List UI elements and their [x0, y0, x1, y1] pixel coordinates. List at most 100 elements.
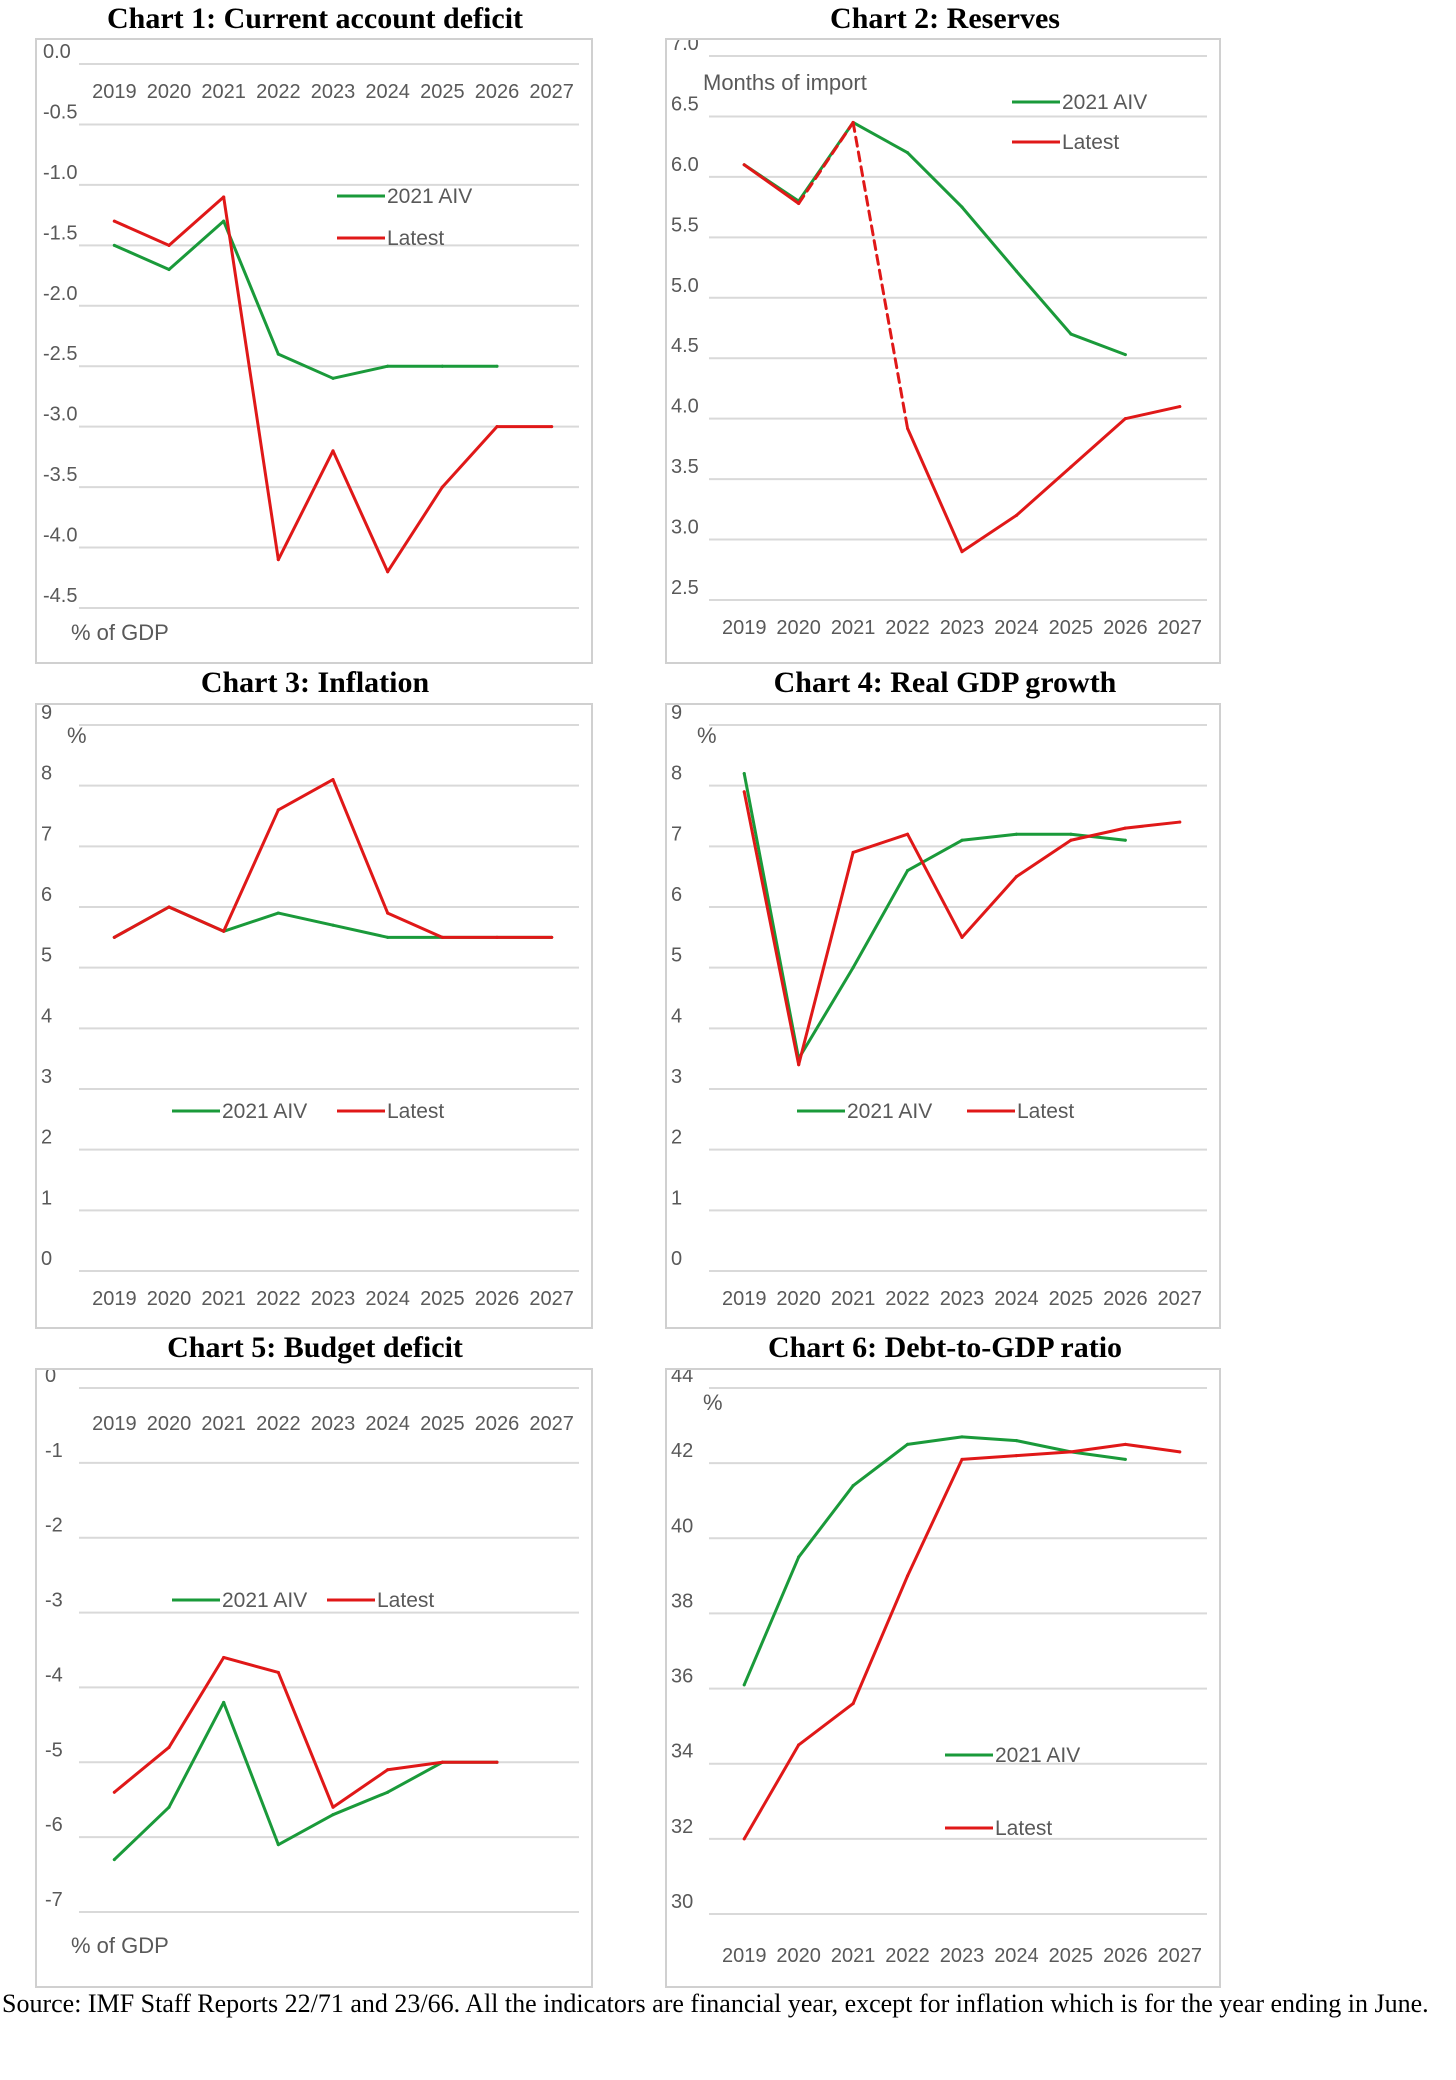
axis-unit-label: % of GDP [71, 620, 169, 645]
series-segment-latest [440, 425, 499, 489]
x-tick-label: 2024 [365, 1413, 410, 1435]
y-tick-label: 7 [41, 823, 52, 845]
data-point [1123, 826, 1127, 830]
x-tick-label: 2020 [776, 1288, 821, 1310]
data-point [440, 1760, 444, 1764]
x-tick-label: 2022 [256, 81, 301, 103]
data-point [742, 1683, 746, 1687]
x-tick-label: 2022 [256, 1288, 301, 1310]
series-segment-2021-aiv [112, 243, 171, 272]
chart-2-title: Chart 2: Reserves [830, 2, 1060, 35]
series-segment-2021-aiv [906, 1435, 964, 1446]
y-tick-label: 5 [41, 945, 52, 967]
y-tick-label: 5 [671, 945, 682, 967]
y-tick-label: 5.5 [671, 214, 699, 236]
y-tick-label: -5 [45, 1739, 63, 1761]
series-segment-2021-aiv [742, 1555, 801, 1687]
data-point [331, 449, 335, 453]
data-point [167, 905, 171, 909]
data-point [386, 911, 390, 915]
x-tick-label: 2024 [994, 1945, 1039, 1967]
legend-label: Latest [1062, 131, 1119, 154]
x-tick-label: 2024 [994, 1288, 1039, 1310]
legend-label: Latest [387, 1100, 444, 1123]
y-tick-label: 0.0 [43, 41, 71, 63]
x-tick-label: 2026 [475, 1413, 520, 1435]
x-tick-label: 2020 [147, 81, 192, 103]
data-point [276, 1843, 280, 1847]
data-point [495, 425, 499, 429]
chart-5-title: Chart 5: Budget deficit [167, 1331, 463, 1364]
chart-reserves: 7.0 6.5 6.0 5.5 5.0 4.5 4.0 3.5 3.0 2.5 2019 2020 20… [665, 38, 1221, 664]
data-point [112, 1790, 116, 1794]
series-segment-latest [851, 1574, 910, 1706]
series-segment-latest [906, 426, 964, 554]
series-segment-2021-aiv [222, 1700, 280, 1847]
x-tick-label: 2019 [722, 1288, 767, 1310]
data-point [851, 966, 855, 970]
legend-label: Latest [995, 1817, 1052, 1840]
y-tick-label: 3 [671, 1066, 682, 1088]
chart-inflation: 9 8 7 6 5 4 3 2 1 0 2019 2020 2021 2022 2023 2024 2025 20… [35, 703, 593, 1329]
y-tick-label: 2 [41, 1127, 52, 1149]
data-point [222, 1655, 226, 1659]
x-tick-label: 2025 [420, 1288, 465, 1310]
series-segment-2021-aiv [112, 1805, 171, 1862]
data-point [276, 1670, 280, 1674]
x-tick-label: 2026 [475, 1288, 520, 1310]
data-point [960, 935, 964, 939]
y-tick-label: 4 [671, 1005, 682, 1027]
y-tick-label: 3.5 [671, 456, 699, 478]
legend-label: 2021 AIV [222, 1100, 307, 1123]
series-segment-2021-aiv [797, 966, 855, 1061]
chart-4-plot: 9 8 7 6 5 4 3 2 1 0 2019 2020 2021 2022 2023 2024 2025 20… [671, 705, 1207, 1310]
y-tick-label: 6.0 [671, 154, 699, 176]
chart-real-gdp-growth: 9 8 7 6 5 4 3 2 1 0 2019 2020 2021 2022 2023 2024 2025 20… [665, 703, 1221, 1329]
series-segment-2021-aiv [851, 1442, 910, 1488]
data-point [906, 1574, 910, 1578]
series-segment-latest [742, 163, 801, 205]
data-point [495, 935, 499, 939]
data-point [1069, 465, 1073, 469]
data-point [495, 364, 499, 368]
x-tick-label: 2021 [831, 1288, 876, 1310]
x-tick-label: 2027 [529, 81, 574, 103]
x-tick-label: 2025 [1049, 1945, 1094, 1967]
data-point [1014, 1454, 1018, 1458]
data-point [331, 1813, 335, 1817]
x-tick-label: 2020 [147, 1413, 192, 1435]
data-point [167, 268, 171, 272]
series-segment-latest [742, 790, 801, 1067]
x-tick-label: 2023 [311, 81, 356, 103]
series-segment-latest [331, 449, 390, 574]
data-point [851, 850, 855, 854]
series-segment-latest [276, 449, 335, 562]
y-tick-label: 2 [671, 1127, 682, 1149]
x-tick-label: 2019 [92, 1288, 137, 1310]
y-tick-label: 34 [671, 1741, 693, 1763]
y-tick-label: 0 [671, 1248, 682, 1270]
y-tick-label: 0 [45, 1370, 56, 1387]
data-point [331, 778, 335, 782]
series-segment-latest [222, 808, 280, 933]
series-segment-latest [331, 1768, 390, 1809]
x-tick-label: 2021 [831, 1945, 876, 1967]
axis-unit-label: % [67, 723, 87, 748]
axis-unit-label: Months of import [703, 70, 867, 95]
series-segment-latest [1069, 826, 1127, 842]
y-tick-label: 44 [671, 1370, 693, 1387]
y-tick-label: 40 [671, 1515, 693, 1537]
data-point [906, 426, 910, 430]
data-point [1178, 820, 1182, 824]
data-point [742, 772, 746, 776]
x-tick-label: 2023 [311, 1288, 356, 1310]
series-segment-2021-aiv [1014, 1439, 1073, 1454]
data-point [797, 1063, 801, 1067]
x-tick-label: 2023 [940, 1288, 985, 1310]
x-tick-label: 2019 [722, 1945, 767, 1967]
legend-label: 2021 AIV [387, 185, 472, 208]
series-segment-2021-aiv [797, 1484, 855, 1559]
source-note: Source: IMF Staff Reports 22/71 and 23/6… [2, 1989, 1429, 2018]
series-segment-2021-aiv [1069, 1450, 1127, 1461]
y-tick-label: 8 [41, 763, 52, 785]
